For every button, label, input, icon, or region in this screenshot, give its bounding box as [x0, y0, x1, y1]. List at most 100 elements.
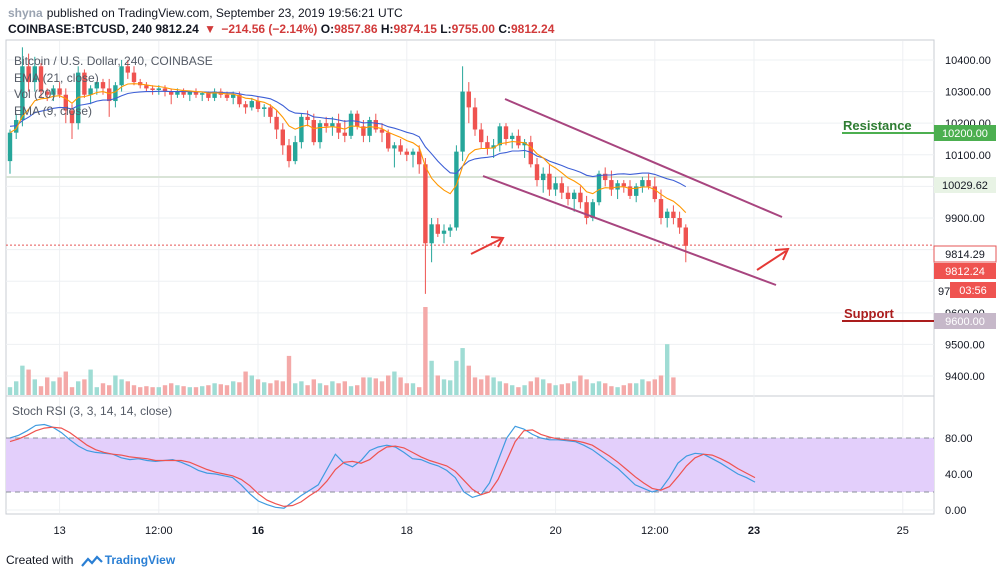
candle-body — [286, 145, 292, 162]
candle-body — [317, 123, 323, 143]
volume-bar — [311, 379, 316, 395]
volume-bar — [107, 385, 112, 395]
candle-body — [615, 183, 620, 190]
partial-tick-label: 97 — [938, 286, 950, 298]
volume-bar — [503, 383, 509, 395]
candle-body — [45, 91, 50, 95]
volume-bar — [57, 377, 62, 395]
volume-bar — [51, 381, 56, 395]
last-price-tag — [934, 263, 996, 279]
volume-bar — [156, 387, 161, 395]
volume-bar — [231, 381, 236, 395]
candle-body — [485, 142, 490, 149]
volume-bars — [7, 307, 676, 395]
candle-body — [113, 85, 118, 102]
candle-body — [386, 132, 391, 149]
volume-bar — [286, 355, 292, 395]
volume-bar — [26, 369, 31, 395]
author-name[interactable]: shyna — [8, 6, 43, 20]
low-value: 9755.00 — [451, 22, 495, 36]
close-label: C: — [498, 22, 511, 36]
candle-body — [609, 180, 614, 190]
volume-bar — [367, 377, 372, 395]
volume-bar — [63, 371, 68, 395]
candle-body — [441, 230, 447, 234]
symbol-label: COINBASE:BTCUSD, 240 — [8, 22, 153, 36]
candle-body — [596, 173, 602, 203]
candle-body — [268, 107, 273, 117]
support-label: Support — [844, 306, 894, 321]
price-axis[interactable]: 9400.009500.009600.009900.0010000.001010… — [945, 55, 991, 383]
volume-bar — [534, 377, 540, 395]
stoch-band — [6, 438, 934, 492]
volume-bar — [348, 386, 354, 395]
candle-body — [578, 192, 583, 203]
time-tick-label: 12:00 — [641, 525, 669, 537]
candle-body — [224, 94, 230, 98]
resistance-label: Resistance — [843, 118, 912, 133]
legend-ema21: EMA (21, close) — [14, 71, 99, 85]
time-axis[interactable]: 13 12:00 16 18 20 12:00 23 25 — [6, 513, 934, 537]
stoch-tick-label: 40.00 — [945, 469, 973, 481]
candle-body — [38, 66, 44, 92]
candle-body — [243, 104, 248, 108]
volume-bar — [119, 379, 124, 395]
time-tick-label: 23 — [748, 525, 760, 537]
price-tick-label: 10400.00 — [945, 55, 991, 67]
volume-bar — [218, 384, 223, 395]
candle-body — [193, 91, 199, 95]
price-tick-label: 9900.00 — [945, 213, 985, 225]
volume-bar — [485, 375, 490, 395]
candle-body — [553, 183, 558, 190]
candle-body — [559, 183, 564, 193]
tradingview-logo-icon[interactable] — [80, 555, 103, 567]
candle-body — [175, 91, 180, 95]
candle-body — [658, 199, 664, 218]
volume-bar — [336, 383, 341, 395]
arrow-up-right[interactable] — [756, 250, 787, 271]
countdown-tag-text: 03:56 — [959, 285, 987, 297]
time-tick-label: 18 — [401, 525, 413, 537]
volume-bar — [125, 381, 130, 395]
volume-bar — [386, 375, 391, 395]
volume-bar — [646, 381, 651, 395]
volume-bar — [441, 379, 447, 395]
tradingview-brand[interactable]: TradingView — [104, 553, 176, 567]
publish-info: published on TradingView.com, September … — [46, 6, 403, 20]
high-value: 9874.15 — [393, 22, 437, 36]
candle-body — [20, 66, 25, 121]
volume-bar — [417, 387, 422, 395]
candle-body — [361, 126, 366, 136]
stoch-k-line — [9, 423, 756, 509]
candle-body — [82, 72, 87, 95]
volume-bar — [32, 379, 37, 395]
candle-body — [51, 88, 56, 95]
volume-bar — [590, 383, 595, 395]
candle-body — [392, 145, 397, 149]
stoch-axis[interactable]: 0.00 40.00 80.00 — [945, 433, 973, 517]
candle-body — [398, 145, 403, 152]
candle-body — [429, 224, 434, 244]
volume-bar — [559, 384, 564, 395]
volume-bar — [621, 385, 626, 395]
time-tick-label: 20 — [549, 525, 561, 537]
candle-body — [144, 85, 149, 89]
channel-lower-line[interactable] — [482, 175, 777, 286]
level-tag-text: 10029.62 — [942, 180, 988, 192]
volume-bar — [379, 381, 385, 395]
volume-bar — [150, 387, 155, 395]
candle-body — [262, 107, 267, 109]
legend-ema9: EMA (9, close) — [14, 104, 92, 118]
candle-body — [150, 88, 155, 90]
candle-body — [237, 94, 242, 105]
volume-bar — [317, 383, 323, 395]
high-label: H: — [380, 22, 394, 36]
volume-bar — [640, 379, 645, 395]
channel-upper-line[interactable] — [504, 98, 783, 218]
arrow-up-left[interactable] — [470, 238, 502, 255]
candle-body — [280, 129, 285, 146]
candle-body — [7, 132, 13, 162]
candle-body — [522, 142, 527, 146]
ref-price-tag-text: 9814.29 — [945, 249, 985, 261]
